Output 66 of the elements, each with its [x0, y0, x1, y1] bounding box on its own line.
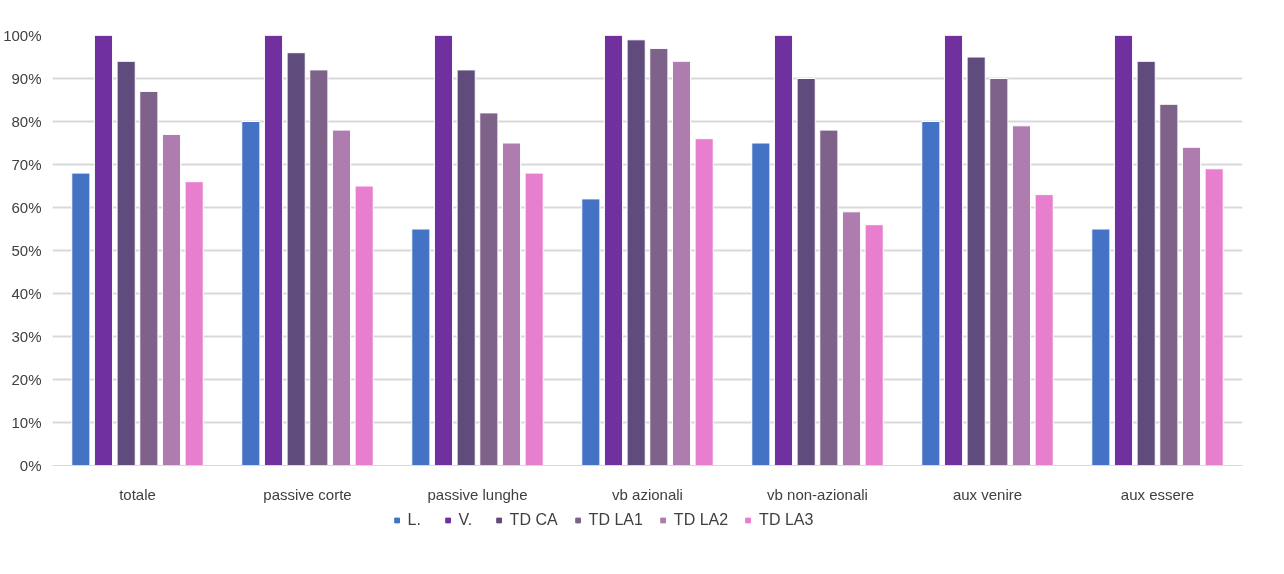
- legend-label: TD LA3: [759, 511, 814, 529]
- y-tick-label: 40%: [11, 285, 42, 302]
- bar: [1181, 146, 1202, 466]
- bar: [456, 69, 476, 466]
- bar: [626, 39, 646, 466]
- bar: [286, 52, 306, 466]
- bar: [603, 35, 624, 466]
- bar: [694, 138, 714, 466]
- y-tick-label: 100%: [3, 27, 42, 44]
- legend-label: V.: [458, 511, 474, 529]
- bar: [1204, 168, 1224, 466]
- y-tick-label: 80%: [11, 113, 42, 130]
- bar: [309, 69, 329, 466]
- legend-label: TD LA2: [673, 511, 729, 529]
- bar: [1034, 194, 1054, 466]
- bar: [93, 35, 114, 466]
- bar: [184, 181, 204, 466]
- x-tick-label: passive corte: [263, 485, 352, 503]
- bar: [116, 60, 136, 466]
- bar: [501, 142, 522, 466]
- y-tick-label: 60%: [11, 199, 42, 216]
- bar: [1011, 125, 1032, 466]
- bar: [581, 198, 601, 466]
- bar: [433, 35, 454, 466]
- y-tick-label: 0%: [19, 457, 42, 474]
- bar: [1136, 60, 1156, 466]
- bar: [921, 121, 941, 466]
- bar: [671, 60, 692, 466]
- bar: [943, 35, 964, 466]
- bar: [1113, 35, 1134, 466]
- x-tick-label: aux essere: [1120, 485, 1195, 503]
- y-tick-label: 10%: [11, 414, 42, 431]
- y-tick-label: 30%: [11, 328, 42, 345]
- bar: [966, 56, 986, 466]
- bar: [161, 133, 182, 466]
- bar: [139, 90, 159, 466]
- bar: [649, 47, 669, 466]
- bar: [71, 172, 91, 466]
- bar: [989, 78, 1009, 466]
- x-tick-label: passive lunghe: [427, 485, 528, 503]
- y-tick-label: 50%: [11, 242, 42, 259]
- y-tick-label: 90%: [11, 70, 42, 87]
- bar: [751, 142, 771, 466]
- bar: [411, 228, 431, 466]
- bar: [1159, 103, 1179, 466]
- bar: [524, 172, 544, 466]
- bar: [331, 129, 352, 466]
- legend-label: TD CA: [509, 511, 558, 529]
- bar: [841, 211, 862, 466]
- bar: [354, 185, 374, 466]
- bar: [263, 35, 284, 466]
- legend-label: L.: [407, 511, 422, 529]
- x-tick-label: aux venire: [952, 485, 1023, 503]
- bar: [864, 224, 884, 466]
- x-tick-label: vb non-azionali: [767, 485, 868, 503]
- bar: [796, 78, 816, 466]
- bar: [479, 112, 499, 466]
- bar: [773, 35, 794, 466]
- x-tick-label: vb azionali: [612, 485, 683, 503]
- bar: [241, 121, 261, 466]
- bar: [819, 129, 839, 466]
- y-tick-label: 70%: [11, 156, 42, 173]
- x-tick-label: totale: [119, 485, 156, 503]
- y-tick-label: 20%: [11, 371, 42, 388]
- legend-label: TD LA1: [588, 511, 643, 529]
- bar: [1091, 228, 1111, 466]
